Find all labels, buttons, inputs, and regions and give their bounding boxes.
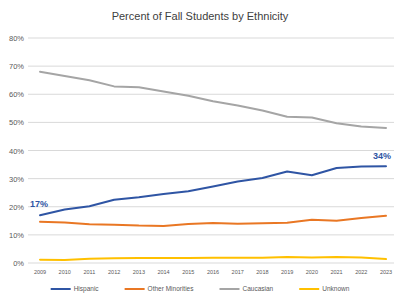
x-tick-label: 2019 [281, 269, 293, 275]
x-tick-label: 2011 [84, 269, 96, 275]
series-line [40, 257, 386, 260]
x-tick-label: 2010 [59, 269, 71, 275]
x-tick-label: 2021 [330, 269, 342, 275]
legend-swatch [299, 288, 319, 290]
y-tick-label: 40% [9, 147, 24, 156]
y-tick-label: 70% [9, 62, 24, 71]
x-tick-label: 2015 [182, 269, 194, 275]
annotation: 34% [373, 151, 391, 161]
x-tick-label: 2012 [108, 269, 120, 275]
grid-line [28, 263, 394, 264]
x-tick-label: 2020 [306, 269, 318, 275]
grid-line [28, 38, 394, 39]
series-line [40, 216, 386, 226]
chart: Percent of Fall Students by Ethnicity 0% 1… [0, 0, 400, 300]
legend-swatch [219, 288, 239, 290]
legend-swatch [51, 288, 71, 290]
plot-area [40, 72, 386, 260]
legend-label: Unknown [322, 285, 349, 292]
x-tick-label: 2023 [380, 269, 392, 275]
grid-line [28, 94, 394, 95]
y-tick-label: 30% [9, 175, 24, 184]
x-tick-label: 2016 [207, 269, 219, 275]
grid-line [28, 66, 394, 67]
y-tick-label: 80% [9, 34, 24, 43]
x-tick-label: 2018 [256, 269, 268, 275]
series-line [40, 166, 386, 215]
y-tick-label: 0% [13, 259, 24, 268]
grid-line [28, 178, 394, 179]
legend-swatch [125, 288, 145, 290]
y-tick-label: 10% [9, 231, 24, 240]
x-tick-label: 2017 [232, 269, 244, 275]
series-line [40, 72, 386, 128]
title: Percent of Fall Students by Ethnicity [112, 10, 289, 22]
legend-label: Caucasian [242, 285, 273, 292]
y-tick-label: 60% [9, 90, 24, 99]
x-tick-label: 2014 [157, 269, 169, 275]
legend-label: Other Minorities [148, 285, 195, 292]
legend-label: Hispanic [74, 285, 100, 293]
grid-line [28, 234, 394, 235]
y-tick-label: 50% [9, 118, 24, 127]
x-tick-label: 2022 [355, 269, 367, 275]
y-tick-label: 20% [9, 203, 24, 212]
background [0, 0, 400, 300]
x-tick-label: 2009 [34, 269, 46, 275]
x-tick-label: 2013 [133, 269, 145, 275]
annotation: 17% [30, 199, 48, 209]
legend: Hispanic Other Minorities Caucasian Unknown [51, 285, 350, 293]
grid-line [28, 150, 394, 151]
